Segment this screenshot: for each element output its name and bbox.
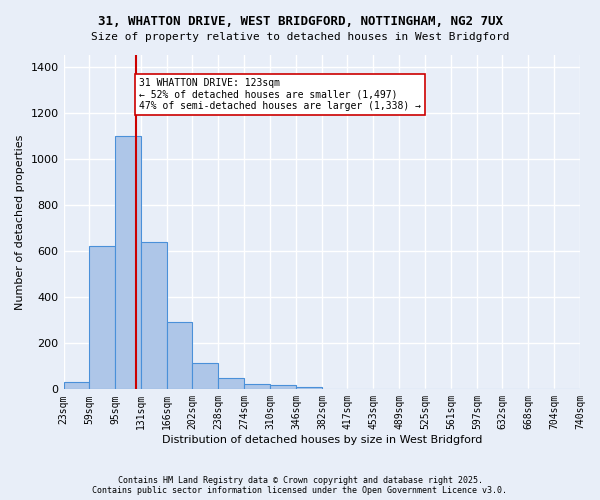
Y-axis label: Number of detached properties: Number of detached properties: [15, 134, 25, 310]
Text: Contains HM Land Registry data © Crown copyright and database right 2025.
Contai: Contains HM Land Registry data © Crown c…: [92, 476, 508, 495]
Bar: [218, 378, 244, 390]
Text: 31, WHATTON DRIVE, WEST BRIDGFORD, NOTTINGHAM, NG2 7UX: 31, WHATTON DRIVE, WEST BRIDGFORD, NOTTI…: [97, 15, 503, 28]
Bar: [142, 242, 167, 390]
Text: Size of property relative to detached houses in West Bridgford: Size of property relative to detached ho…: [91, 32, 509, 42]
X-axis label: Distribution of detached houses by size in West Bridgford: Distribution of detached houses by size …: [161, 435, 482, 445]
Bar: [244, 384, 270, 390]
Bar: [64, 382, 89, 390]
Bar: [115, 136, 142, 390]
Bar: [296, 386, 322, 390]
Bar: [270, 384, 296, 390]
Text: 31 WHATTON DRIVE: 123sqm
← 52% of detached houses are smaller (1,497)
47% of sem: 31 WHATTON DRIVE: 123sqm ← 52% of detach…: [139, 78, 421, 112]
Bar: [167, 322, 193, 390]
Bar: [89, 246, 115, 390]
Bar: [193, 363, 218, 390]
